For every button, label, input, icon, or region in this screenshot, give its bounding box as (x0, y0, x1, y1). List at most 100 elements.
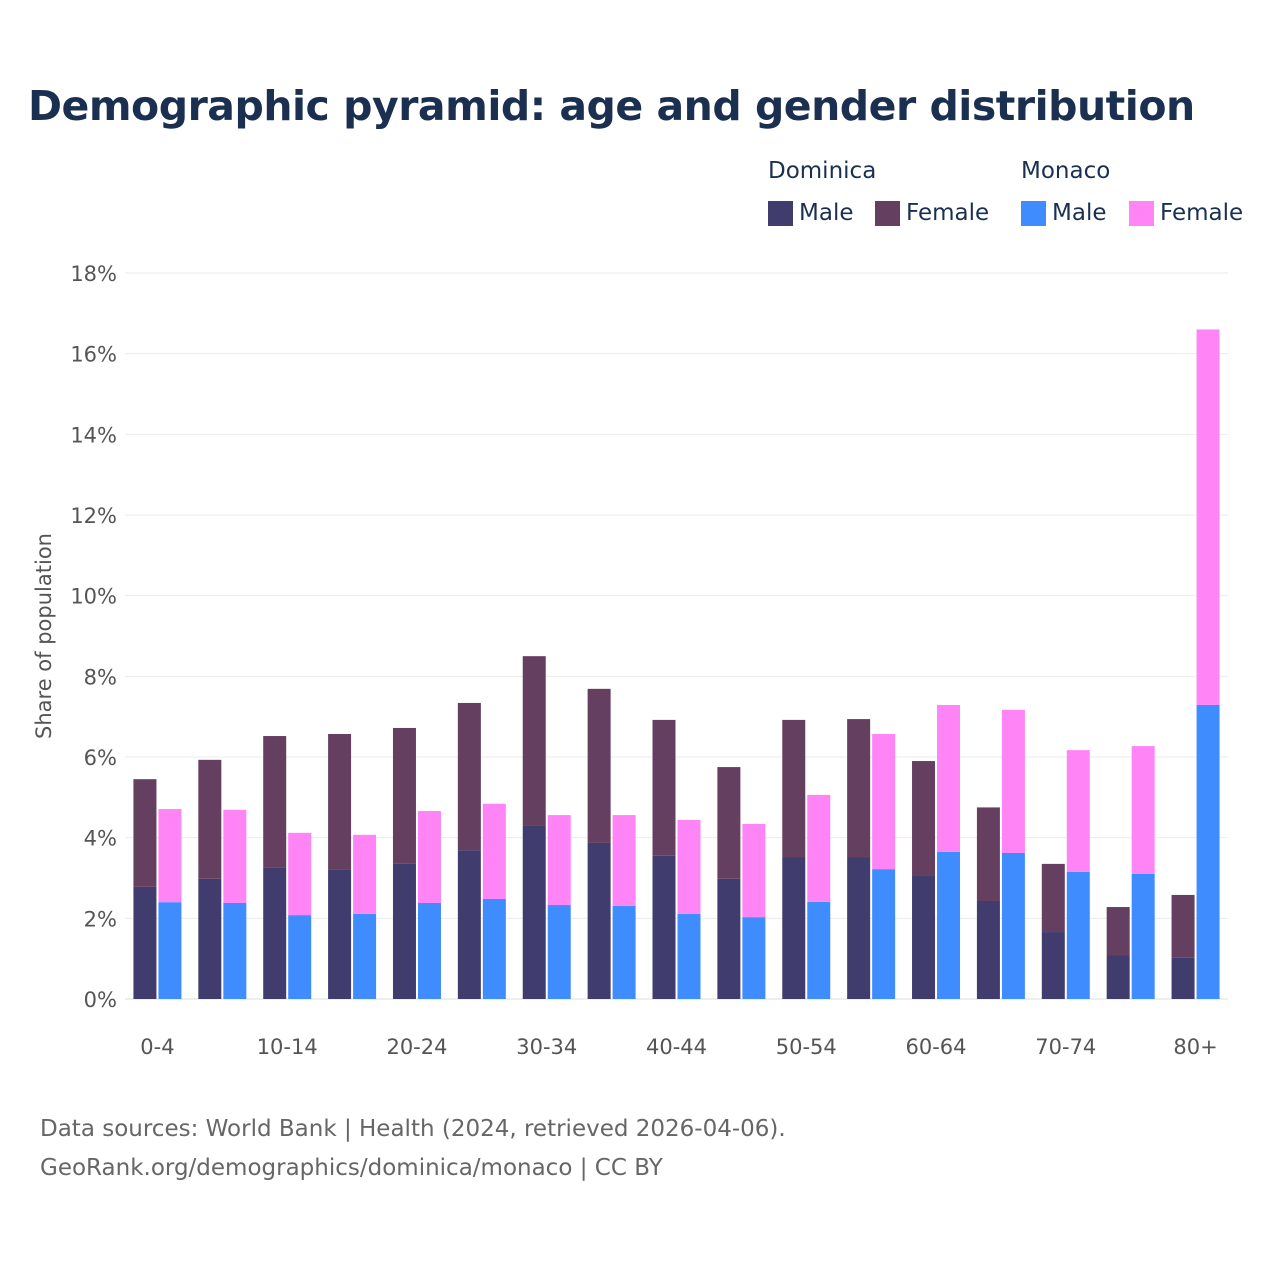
y-tick-label: 14% (70, 423, 117, 447)
bar-monaco-male[interactable] (677, 913, 701, 999)
bar-dominica-male[interactable] (522, 825, 546, 999)
bar-monaco-female[interactable] (482, 803, 506, 899)
legend-dominica-male: Male (768, 200, 853, 226)
bar-monaco-male[interactable] (1131, 873, 1155, 999)
bar-dominica-male[interactable] (976, 900, 1000, 999)
bar-monaco-female[interactable] (1001, 709, 1025, 853)
bar-dominica-female[interactable] (976, 807, 1000, 901)
bar-dominica-female[interactable] (912, 761, 936, 876)
y-tick-label: 12% (70, 504, 117, 528)
bar-dominica-male[interactable] (457, 850, 481, 999)
legend-monaco-male: Male (1021, 200, 1106, 226)
bar-dominica-female[interactable] (522, 656, 546, 826)
bar-monaco-male[interactable] (1196, 704, 1220, 999)
bar-dominica-male[interactable] (652, 855, 676, 999)
bar-dominica-male[interactable] (1106, 955, 1130, 999)
bar-monaco-female[interactable] (158, 809, 182, 903)
bar-dominica-female[interactable] (1106, 907, 1130, 956)
bar-monaco-male[interactable] (288, 915, 312, 999)
bar-dominica-female[interactable] (847, 719, 871, 858)
bar-monaco-female[interactable] (872, 734, 896, 870)
bar-monaco-female[interactable] (742, 823, 766, 918)
bar-monaco-male[interactable] (417, 903, 441, 999)
bar-monaco-male[interactable] (1001, 852, 1025, 999)
bar-dominica-male[interactable] (587, 842, 611, 999)
bar-monaco-female[interactable] (937, 704, 961, 852)
bar-monaco-female[interactable] (353, 834, 377, 914)
bar-dominica-male[interactable] (717, 878, 741, 999)
bar-dominica-male[interactable] (847, 857, 871, 999)
legend-swatch (1129, 200, 1154, 226)
legend-monaco-heading: Monaco (1021, 158, 1111, 184)
bar-monaco-female[interactable] (547, 815, 571, 906)
bar-dominica-female[interactable] (198, 759, 222, 879)
bar-dominica-male[interactable] (198, 878, 222, 999)
bar-monaco-male[interactable] (937, 851, 961, 999)
bar-monaco-male[interactable] (547, 905, 571, 999)
y-tick-label: 4% (84, 827, 117, 851)
y-tick-label: 2% (84, 907, 117, 931)
bar-dominica-female[interactable] (1041, 863, 1065, 933)
bar-monaco-female[interactable] (677, 819, 701, 914)
y-tick-label: 8% (84, 665, 117, 689)
y-tick-label: 18% (70, 262, 117, 286)
y-tick-label: 10% (70, 585, 117, 609)
x-tick-label: 70-74 (1035, 1035, 1096, 1059)
bar-monaco-female[interactable] (1066, 750, 1090, 872)
bar-dominica-female[interactable] (652, 719, 676, 856)
bar-monaco-female[interactable] (612, 815, 636, 906)
bar-monaco-male[interactable] (612, 905, 636, 999)
bar-dominica-female[interactable] (1171, 894, 1195, 958)
legend-label: Female (906, 200, 990, 226)
x-tick-label: 80+ (1173, 1035, 1217, 1059)
bar-dominica-female[interactable] (717, 767, 741, 879)
bar-dominica-female[interactable] (263, 736, 287, 868)
bar-monaco-male[interactable] (742, 917, 766, 999)
bar-monaco-female[interactable] (1196, 329, 1220, 705)
bar-dominica-female[interactable] (328, 734, 352, 870)
bar-dominica-male[interactable] (263, 867, 287, 999)
bar-monaco-male[interactable] (1066, 871, 1090, 999)
bar-dominica-female[interactable] (457, 702, 481, 851)
bar-monaco-male[interactable] (807, 901, 831, 999)
x-tick-label: 40-44 (646, 1035, 707, 1059)
x-tick-label: 60-64 (906, 1035, 967, 1059)
legend-dominica-female: Female (875, 200, 989, 226)
bar-dominica-female[interactable] (133, 779, 157, 887)
bar-monaco-male[interactable] (872, 869, 896, 999)
bar-monaco-male[interactable] (353, 913, 377, 999)
bar-dominica-male[interactable] (1041, 932, 1065, 999)
bar-dominica-male[interactable] (392, 863, 416, 999)
x-tick-label: 30-34 (516, 1035, 577, 1059)
legend-swatch (875, 200, 900, 226)
bar-monaco-female[interactable] (807, 794, 831, 902)
legend-label: Female (1160, 200, 1244, 226)
bar-dominica-male[interactable] (133, 886, 157, 999)
bar-monaco-female[interactable] (223, 809, 247, 904)
bar-monaco-male[interactable] (223, 903, 247, 999)
bar-monaco-female[interactable] (288, 832, 312, 916)
chart-title: Demographic pyramid: age and gender dist… (28, 82, 1195, 130)
y-axis-label: Share of population (32, 533, 56, 739)
footer-credit: GeoRank.org/demographics/dominica/monaco… (40, 1155, 663, 1181)
bar-monaco-female[interactable] (417, 811, 441, 904)
bar-dominica-male[interactable] (1171, 957, 1195, 999)
y-tick-label: 16% (70, 343, 117, 367)
bar-dominica-male[interactable] (328, 869, 352, 999)
x-tick-label: 0-4 (140, 1035, 174, 1059)
legend-label: Male (799, 200, 854, 226)
bar-monaco-male[interactable] (482, 898, 506, 999)
bar-dominica-female[interactable] (782, 719, 806, 858)
legend-dominica-heading: Dominica (768, 158, 877, 184)
x-tick-label: 20-24 (386, 1035, 447, 1059)
legend-swatch (1021, 200, 1046, 226)
bar-dominica-male[interactable] (782, 857, 806, 999)
bar-monaco-female[interactable] (1131, 746, 1155, 874)
y-tick-label: 6% (84, 746, 117, 770)
bar-dominica-male[interactable] (912, 875, 936, 999)
bar-monaco-male[interactable] (158, 902, 182, 999)
bar-dominica-female[interactable] (587, 688, 611, 843)
bar-dominica-female[interactable] (392, 727, 416, 864)
x-tick-label: 50-54 (776, 1035, 837, 1059)
